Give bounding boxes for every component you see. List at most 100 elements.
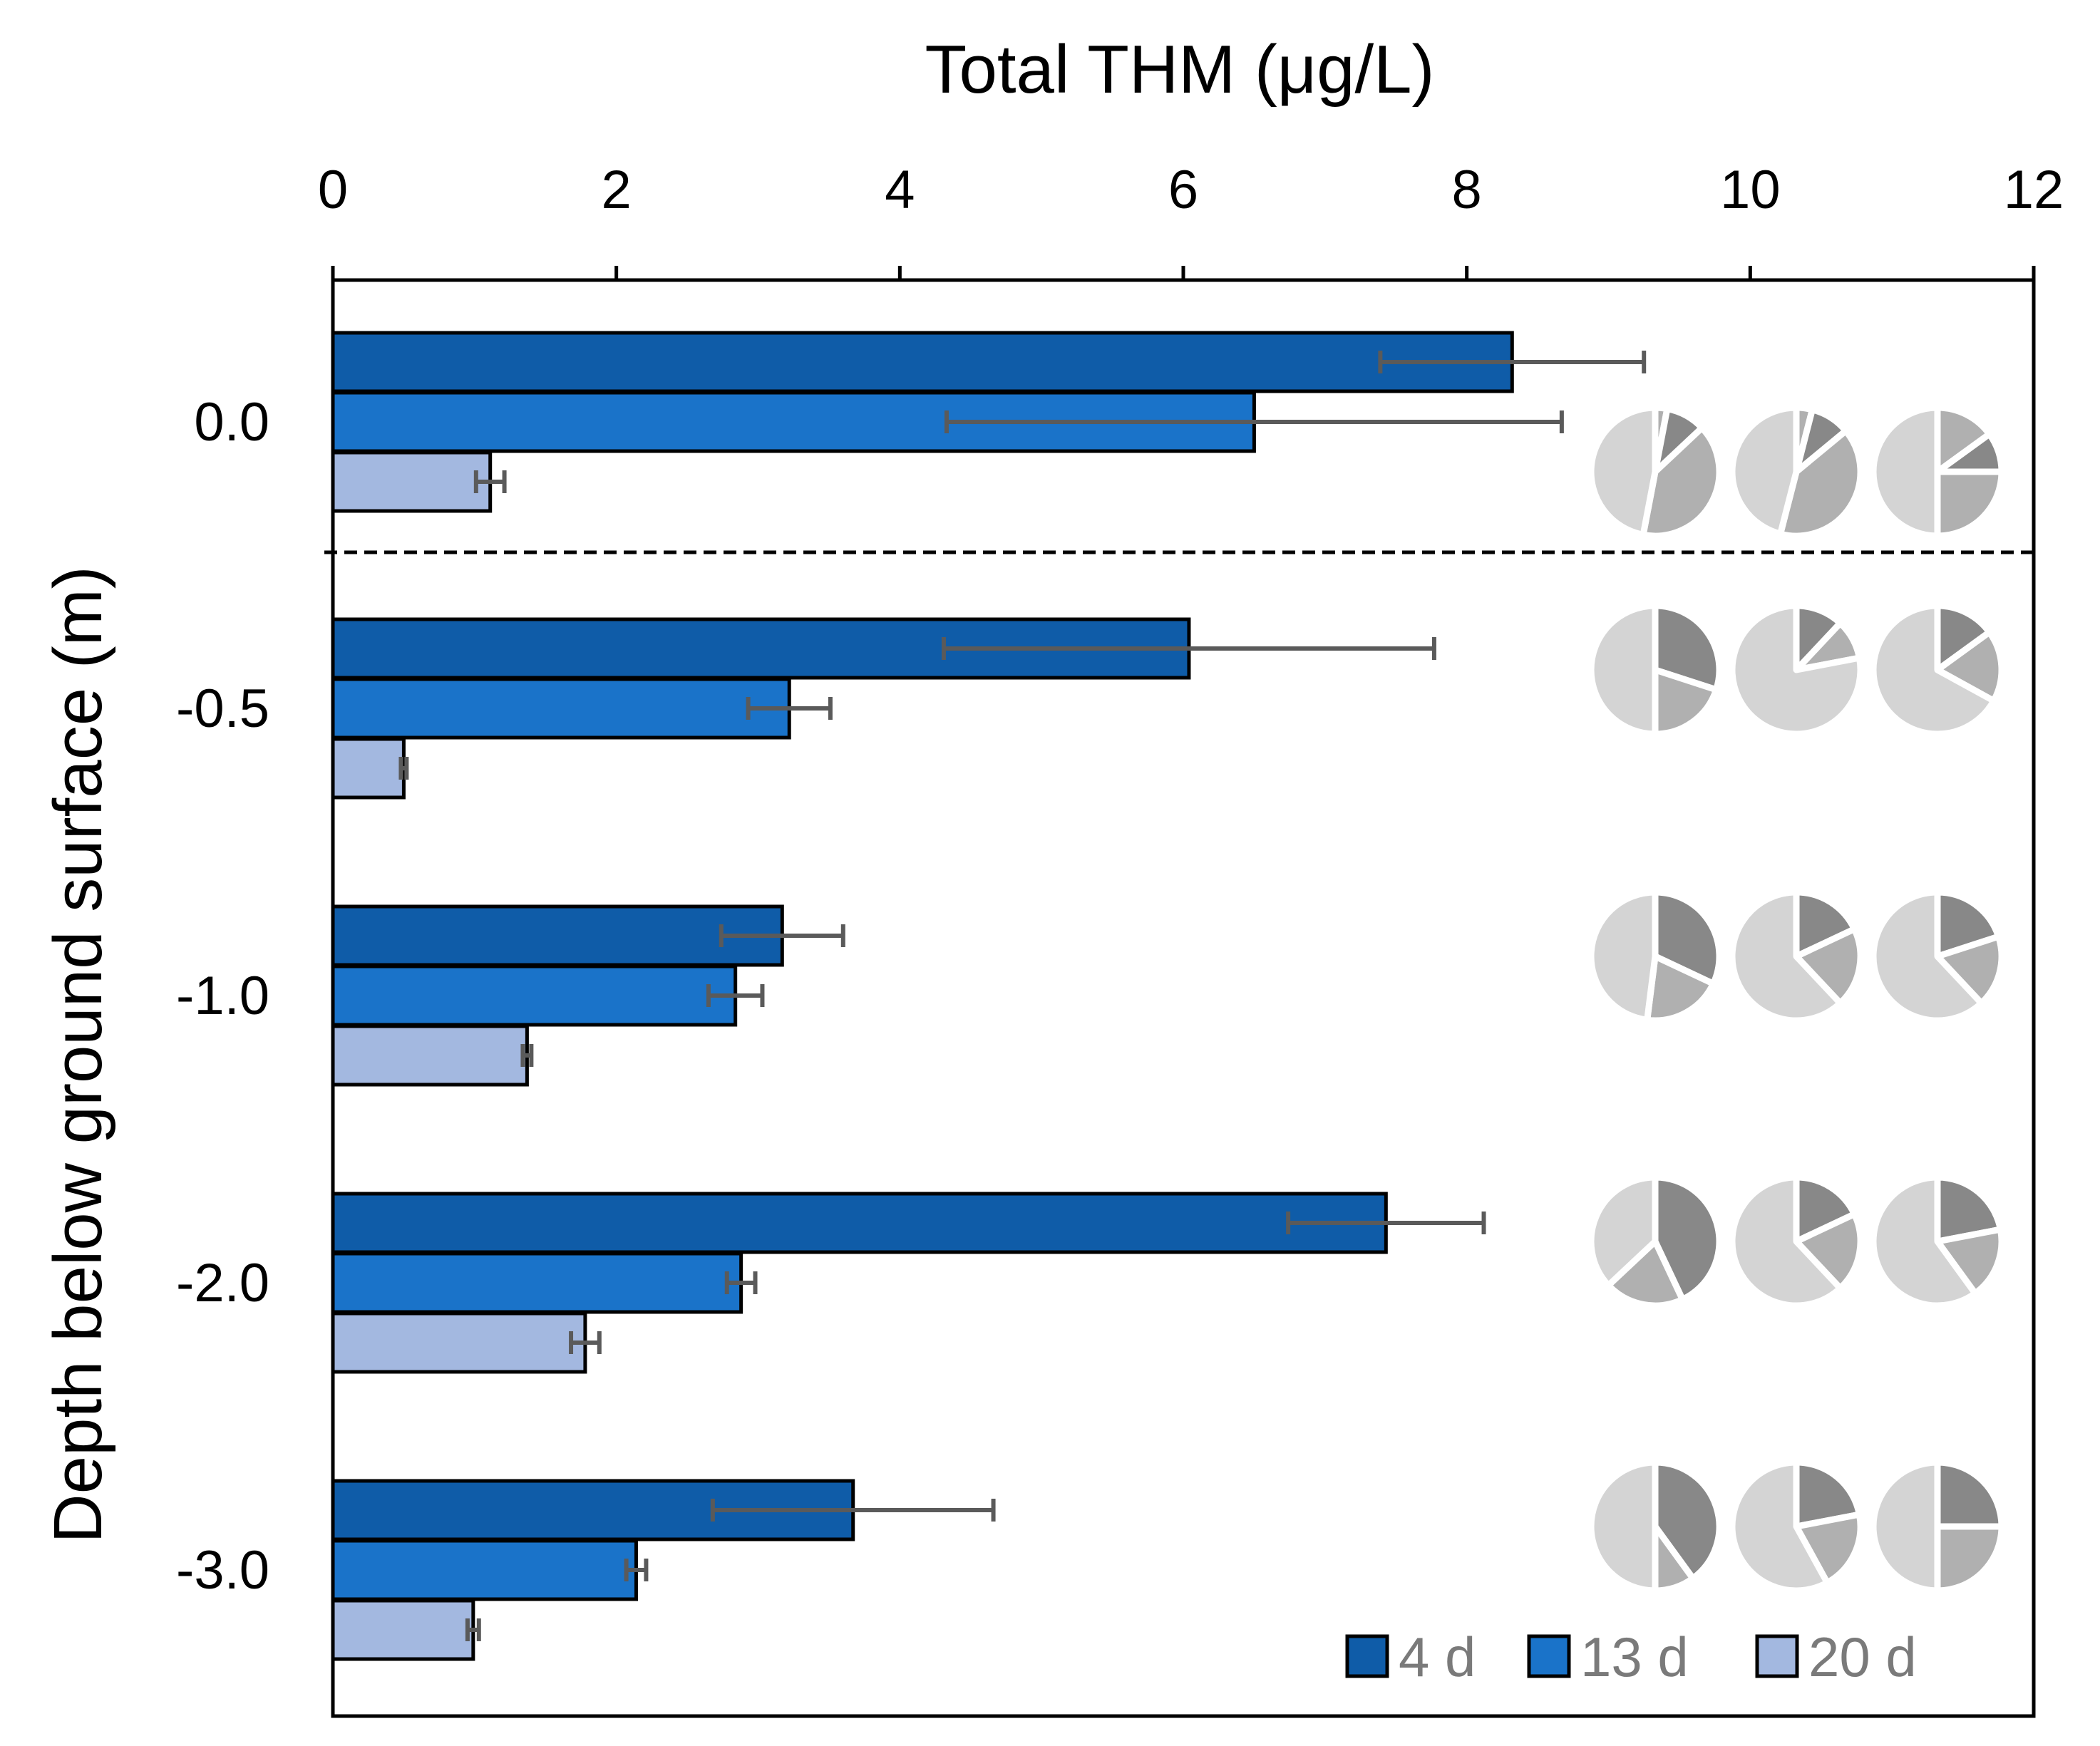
pie-slice	[1793, 889, 1858, 960]
error-bar	[624, 1559, 649, 1581]
pie-slice	[1587, 404, 1659, 538]
pie-chart	[1587, 1459, 1723, 1594]
pie-slice	[1934, 1459, 2005, 1530]
y-tick-label: -1.0	[176, 966, 269, 1026]
pie-slice	[1793, 1511, 1864, 1586]
y-tick-label: -3.0	[176, 1540, 269, 1601]
pie-slice	[1870, 1174, 1979, 1309]
pie-slice	[1587, 1174, 1659, 1289]
pie-slice	[1729, 889, 1844, 1024]
pie-slice	[1870, 889, 1985, 1024]
bar-13d-depth-4	[331, 1539, 639, 1601]
pie-slice	[1934, 1523, 2005, 1594]
y-tick-label: -2.0	[176, 1253, 269, 1313]
y-axis-ticks: 0.0 -0.5 -1.0 -2.0 -3.0	[176, 392, 269, 1601]
bar-4d-depth-0	[331, 331, 1514, 393]
pie-slice	[1870, 404, 1941, 539]
pie-chart	[1870, 404, 2005, 539]
error-bar	[944, 410, 1564, 433]
x-tick-label: 8	[1452, 160, 1482, 220]
bars	[331, 331, 1514, 1661]
error-bar	[724, 1271, 758, 1294]
pie-chart	[1729, 602, 1864, 738]
legend-label: 13 d	[1580, 1626, 1689, 1688]
pie-charts	[1587, 404, 2005, 1594]
x-tick-label: 0	[318, 160, 348, 220]
pie-slice	[1870, 1459, 1941, 1594]
bar-20d-depth-1	[331, 737, 406, 800]
pie-slice	[1587, 1459, 1659, 1594]
bar-4d-depth-2	[331, 904, 784, 967]
pie-slice	[1587, 889, 1659, 1023]
x-tick-label: 12	[2004, 160, 2064, 220]
legend-item-4d: 4 d	[1345, 1626, 1476, 1688]
pie-chart	[1587, 404, 1723, 539]
pie-chart	[1729, 889, 1864, 1024]
error-bars	[398, 351, 1647, 1641]
pie-slice	[1934, 629, 2005, 704]
y-tick-label: -0.5	[176, 678, 269, 739]
pie-slice	[1934, 1226, 2005, 1297]
legend-item-13d: 13 d	[1527, 1626, 1689, 1688]
pie-slice	[1640, 424, 1723, 539]
pie-chart	[1870, 889, 2005, 1024]
pie-chart	[1870, 602, 2005, 738]
legend-swatch	[1345, 1634, 1389, 1678]
bar-20d-depth-3	[331, 1311, 587, 1374]
x-axis-ticks: 0 2 4 6 8 10 12	[318, 160, 2064, 280]
error-bar	[398, 757, 409, 780]
pie-slice	[1652, 666, 1720, 738]
pie-slice	[1793, 926, 1864, 1007]
pie-slice	[1934, 1174, 2004, 1245]
legend: 4 d 13 d 20 d	[1345, 1626, 1917, 1688]
x-tick-label: 10	[1720, 160, 1781, 220]
legend-label: 4 d	[1399, 1626, 1476, 1688]
error-bar	[1378, 351, 1647, 373]
pie-slice	[1652, 1459, 1723, 1582]
pie-chart	[1870, 1459, 2005, 1594]
bar-13d-depth-1	[331, 677, 791, 740]
error-bar	[706, 984, 765, 1007]
legend-swatch	[1527, 1634, 1571, 1678]
pie-slice	[1729, 404, 1800, 537]
pie-slice	[1605, 1238, 1686, 1309]
bar-13d-depth-3	[331, 1251, 743, 1314]
pie-slice	[1793, 1459, 1863, 1530]
plot-frame	[331, 278, 2036, 1718]
error-bar	[1286, 1212, 1486, 1234]
error-bar	[719, 924, 845, 947]
pie-slice	[1587, 602, 1659, 738]
pie-chart	[1729, 1459, 1864, 1594]
error-bar	[465, 1618, 481, 1641]
x-tick-label: 2	[602, 160, 632, 220]
bar-13d-depth-2	[331, 964, 738, 1027]
pie-slice	[1793, 1211, 1864, 1292]
error-bar	[520, 1044, 534, 1067]
pie-slice	[1729, 1174, 1844, 1309]
error-bar	[473, 470, 507, 493]
bar-20d-depth-0	[331, 450, 493, 513]
pie-chart	[1870, 1174, 2005, 1309]
pie-chart	[1587, 602, 1723, 738]
error-bar	[710, 1499, 996, 1522]
pie-slice	[1729, 1459, 1831, 1594]
error-bar	[941, 637, 1436, 660]
pie-slice	[1934, 468, 2005, 539]
pie-chart	[1587, 1174, 1723, 1309]
error-bar	[746, 697, 833, 720]
y-axis-title: Depth below ground surface (m)	[40, 566, 116, 1543]
x-axis-title: Total THM (μg/L)	[925, 31, 1434, 108]
legend-label: 20 d	[1808, 1626, 1917, 1688]
bar-20d-depth-4	[331, 1598, 475, 1661]
y-tick-label: 0.0	[194, 392, 269, 453]
legend-item-20d: 20 d	[1755, 1626, 1917, 1688]
x-tick-label: 4	[885, 160, 915, 220]
pie-chart	[1729, 404, 1864, 539]
pie-slice	[1934, 933, 2005, 1007]
bar-4d-depth-3	[331, 1192, 1388, 1254]
x-tick-label: 6	[1168, 160, 1198, 220]
pie-slice	[1870, 602, 1997, 738]
error-bar	[569, 1331, 602, 1354]
pie-chart	[1729, 1174, 1864, 1309]
